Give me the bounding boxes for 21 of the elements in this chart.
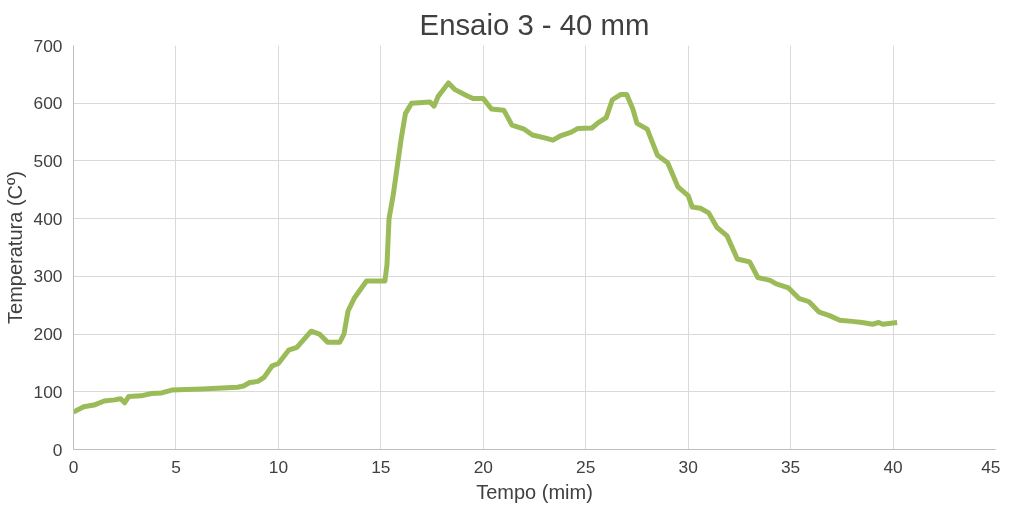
x-tick-label: 35 xyxy=(780,456,801,477)
y-tick-label: 400 xyxy=(33,208,63,229)
y-tick-label: 300 xyxy=(33,266,63,287)
x-tick-label: 25 xyxy=(576,456,596,477)
x-tick-label: 10 xyxy=(268,456,289,477)
x-tick-label: 45 xyxy=(981,456,1001,477)
x-tick-label: 40 xyxy=(883,456,903,477)
y-tick-label: 500 xyxy=(33,150,63,171)
y-tick-label: 0 xyxy=(52,439,63,460)
x-tick-label: 15 xyxy=(371,456,391,477)
x-tick-label: 5 xyxy=(171,456,181,477)
x-axis-title: Tempo (mim) xyxy=(476,480,593,503)
chart-title: Ensaio 3 - 40 mm xyxy=(419,7,650,41)
y-tick-label: 600 xyxy=(33,93,63,114)
y-tick-label: 100 xyxy=(33,381,63,402)
x-tick-label: 0 xyxy=(68,456,79,477)
x-tick-label: 20 xyxy=(473,456,493,477)
y-tick-label: 700 xyxy=(33,35,63,56)
x-tick-label: 30 xyxy=(678,456,698,477)
y-axis-title: Temperatura (Cº) xyxy=(3,171,26,324)
y-tick-label: 200 xyxy=(33,324,63,345)
